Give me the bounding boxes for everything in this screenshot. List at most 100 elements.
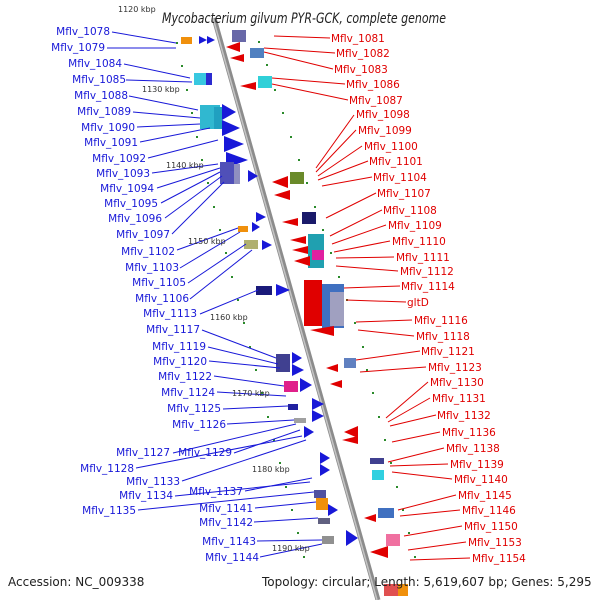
gene-label-forward: Mflv_1088 <box>74 90 128 102</box>
forward-gene-arrow <box>300 378 312 392</box>
forward-gene-arrow <box>320 452 330 464</box>
gene-label-reverse: Mflv_1101 <box>369 156 423 168</box>
gene-label-forward: Mflv_1092 <box>92 153 146 165</box>
reverse-gene-arrow <box>230 54 244 62</box>
forward-gene-arrow <box>222 120 240 136</box>
gene-label-forward: Mflv_1103 <box>125 262 179 274</box>
forward-gene-arrow <box>328 504 338 516</box>
gene-label-reverse: Mflv_1123 <box>428 362 482 374</box>
forward-gene-arrow <box>199 36 207 44</box>
gene-label-forward: Mflv_1125 <box>167 403 221 415</box>
reverse-gene-arrow <box>294 256 310 266</box>
gene-label-reverse: Mflv_1146 <box>462 505 516 517</box>
genome-backbone-highlight <box>212 17 378 600</box>
gene-box <box>288 404 298 410</box>
kbp-label: 1180 kbp <box>252 465 290 474</box>
forward-gene-arrow <box>320 464 330 476</box>
kbp-axis-labels: 1130 kbp 1140 kbp 1150 kbp 1160 kbp 1170 kbp… <box>142 85 310 553</box>
gene-label-reverse: Mflv_1108 <box>383 205 437 217</box>
right-leader-lines <box>263 35 471 561</box>
gene-label-reverse: Mflv_1081 <box>331 33 385 45</box>
forward-gene-arrow <box>292 364 304 376</box>
gene-label-forward: Mflv_1134 <box>119 490 173 502</box>
gene-box <box>284 381 298 392</box>
gene-label-forward: Mflv_1091 <box>84 137 138 149</box>
reverse-gene-arrow <box>292 246 308 254</box>
kbp-label: 1190 kbp <box>272 544 310 553</box>
gene-box <box>234 164 240 184</box>
reverse-gene-arrow <box>344 426 358 438</box>
gene-label-reverse: Mflv_1131 <box>432 393 486 405</box>
gene-label-reverse: Mflv_1111 <box>396 252 450 264</box>
gene-label-forward: Mflv_1102 <box>121 246 175 258</box>
kbp-label: 1170 kbp <box>232 389 270 398</box>
forward-gene-arrow <box>346 530 358 546</box>
gene-box <box>276 354 290 372</box>
reverse-gene-arrow <box>290 236 306 244</box>
gene-box <box>316 498 328 510</box>
reverse-gene-arrow <box>226 42 240 52</box>
gene-label-forward: Mflv_1094 <box>100 183 154 195</box>
gene-label-forward: Mflv_1137 <box>189 486 243 498</box>
map-title: Mycobacterium gilvum PYR-GCK, complete g… <box>162 11 446 27</box>
forward-gene-arrow <box>224 136 244 152</box>
left-gene-labels: Mflv_1078 Mflv_1079 Mflv_1084 Mflv_1085 Mflv… <box>51 26 259 564</box>
gene-box <box>304 280 322 326</box>
gene-label-forward: Mflv_1141 <box>199 503 253 515</box>
gene-label-reverse: Mflv_1136 <box>442 427 496 439</box>
right-gene-labels: Mflv_1081 Mflv_1082 Mflv_1083 Mflv_1086 Mflv… <box>331 33 526 565</box>
forward-gene-arrow <box>256 212 266 222</box>
left-leader-lines <box>107 31 323 558</box>
gene-label-forward: Mflv_1078 <box>56 26 110 38</box>
gene-label-forward: Mflv_1089 <box>77 106 131 118</box>
gene-label-forward: Mflv_1122 <box>158 371 212 383</box>
gene-label-forward: Mflv_1127 <box>116 447 170 459</box>
gene-label-forward: Mflv_1117 <box>146 324 200 336</box>
gene-label-forward: Mflv_1097 <box>116 229 170 241</box>
gene-label-reverse: Mflv_1139 <box>450 459 504 471</box>
gene-label-reverse: Mflv_1114 <box>401 281 455 293</box>
gene-box <box>330 292 344 326</box>
gene-label-reverse: Mflv_1150 <box>464 521 518 533</box>
gene-box <box>384 584 400 596</box>
gene-box <box>314 490 326 498</box>
gene-label-forward: Mflv_1124 <box>161 387 215 399</box>
genome-backbone <box>211 17 381 600</box>
gene-label-forward: Mflv_1090 <box>81 122 135 134</box>
forward-gene-arrow <box>262 240 272 250</box>
forward-gene-arrow <box>312 410 324 422</box>
gene-box <box>290 172 304 184</box>
gene-label-reverse: Mflv_1121 <box>421 346 475 358</box>
gene-label-forward: Mflv_1106 <box>135 293 189 305</box>
gene-label-reverse: Mflv_1083 <box>334 64 388 76</box>
reverse-gene-arrow <box>330 380 342 388</box>
gene-box <box>312 250 324 260</box>
reverse-gene-arrow <box>370 546 388 558</box>
gene-box <box>398 584 408 596</box>
kbp-label: 1160 kbp <box>210 313 248 322</box>
gene-box <box>378 508 394 518</box>
gene-label-forward: Mflv_1095 <box>104 198 158 210</box>
gene-label-reverse: Mflv_1138 <box>446 443 500 455</box>
reverse-gene-arrow <box>274 190 290 200</box>
gene-box <box>318 518 330 524</box>
gene-box <box>370 458 384 464</box>
gene-label-reverse: Mflv_1098 <box>356 109 410 121</box>
forward-gene-arrow <box>248 170 258 182</box>
gene-label-reverse: gltD <box>407 297 429 309</box>
gene-label-forward: Mflv_1133 <box>126 476 180 488</box>
gene-label-reverse: Mflv_1153 <box>468 537 522 549</box>
gene-label-forward: Mflv_1113 <box>143 308 197 320</box>
gene-box <box>386 534 400 546</box>
gene-label-reverse: Mflv_1082 <box>336 48 390 60</box>
gene-label-reverse: Mflv_1109 <box>388 220 442 232</box>
tick-marks <box>176 41 416 558</box>
gene-label-forward: Mflv_1142 <box>199 517 253 529</box>
reverse-gene-arrow <box>240 82 256 90</box>
gene-label-reverse: Mflv_1116 <box>414 315 468 327</box>
gene-box <box>256 286 272 295</box>
gene-box <box>294 418 306 423</box>
forward-strand-features <box>181 36 358 546</box>
accession-text: Accession: NC_009338 <box>8 575 144 589</box>
